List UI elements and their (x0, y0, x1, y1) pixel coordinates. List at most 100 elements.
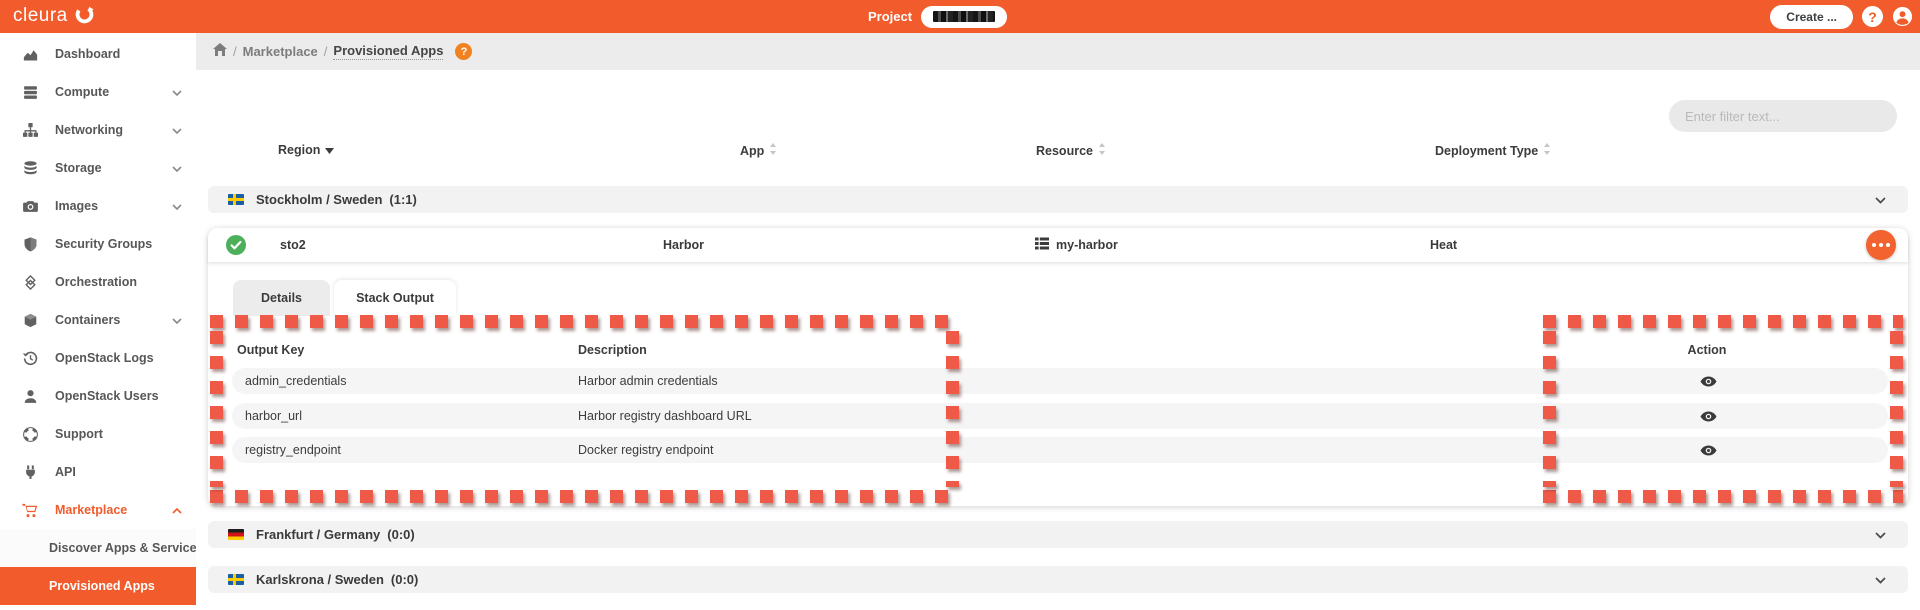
sidebar-item-marketplace[interactable]: Marketplace (0, 491, 196, 529)
cube-icon (20, 313, 40, 328)
cell-resource[interactable]: my-harbor (1035, 228, 1118, 262)
sidebar-item-dashboard[interactable]: Dashboard (0, 35, 196, 73)
tab-details[interactable]: Details (233, 280, 330, 316)
sidebar-item-openstack-logs[interactable]: OpenStack Logs (0, 339, 196, 377)
cleura-logo[interactable]: cleura (13, 0, 95, 33)
chevron-up-icon (172, 501, 182, 519)
shopping-cart-icon (20, 503, 40, 518)
plug-icon (20, 464, 40, 480)
chevron-down-icon[interactable] (1875, 191, 1886, 209)
servers-icon (20, 85, 40, 100)
sidebar-item-label: Containers (55, 313, 121, 327)
sidebar: Dashboard Compute Networking Storage (0, 33, 203, 610)
sidebar-item-label: API (55, 465, 76, 479)
breadcrumb-separator: / (323, 44, 328, 59)
region-group-label: Frankfurt / Germany (256, 527, 381, 542)
dashboard-chart-icon (20, 47, 40, 62)
view-output-eye-icon[interactable] (1699, 437, 1717, 463)
cleura-logo-icon (74, 4, 95, 30)
region-group-count: (0:0) (390, 572, 419, 587)
sidebar-item-label: Storage (55, 161, 102, 175)
output-description: Harbor admin credentials (578, 374, 718, 388)
output-row-registry-endpoint: registry_endpoint Docker registry endpoi… (232, 437, 1888, 463)
chevron-down-icon (172, 311, 182, 329)
sidebar-item-security-groups[interactable]: Security Groups (0, 225, 196, 263)
project-label: Project (868, 9, 913, 24)
breadcrumb-marketplace[interactable]: Marketplace (242, 44, 318, 59)
column-header-deployment-type[interactable]: Deployment Type (1435, 143, 1551, 158)
breadcrumb: / Marketplace / Provisioned Apps ? (196, 33, 1920, 70)
region-group-stockholm[interactable]: Stockholm / Sweden (1:1) (208, 186, 1908, 213)
main-content: / Marketplace / Provisioned Apps ? Regio… (196, 33, 1920, 610)
stack-resource-icon (1035, 237, 1049, 253)
create-button[interactable]: Create ... (1770, 4, 1853, 29)
breadcrumb-separator: / (233, 44, 237, 59)
sort-both-icon (1543, 143, 1551, 158)
sidebar-item-compute[interactable]: Compute (0, 73, 196, 111)
sidebar-item-api[interactable]: API (0, 453, 196, 491)
sidebar-item-orchestration[interactable]: Orchestration (0, 263, 196, 301)
sidebar-item-label: OpenStack Logs (55, 351, 154, 365)
sidebar-item-networking[interactable]: Networking (0, 111, 196, 149)
sidebar-item-label: Security Groups (55, 237, 153, 251)
app-row-harbor[interactable]: sto2 Harbor my-harbor Heat (208, 228, 1908, 262)
chevron-down-icon (172, 121, 182, 139)
view-output-eye-icon[interactable] (1699, 403, 1717, 429)
sort-both-icon (769, 143, 777, 158)
region-group-label: Karlskrona / Sweden (256, 572, 384, 587)
filter-input[interactable] (1669, 100, 1897, 132)
sidebar-item-discover-apps[interactable]: Discover Apps & Services (0, 529, 203, 567)
column-header-app[interactable]: App (740, 143, 777, 158)
person-icon (20, 389, 40, 404)
home-icon[interactable] (213, 42, 227, 61)
region-group-label: Stockholm / Sweden (256, 192, 383, 207)
user-avatar-icon[interactable] (1892, 6, 1913, 27)
sidebar-item-label: Support (55, 427, 103, 441)
sidebar-item-images[interactable]: Images (0, 187, 196, 225)
database-icon (20, 160, 40, 176)
camera-icon (20, 199, 40, 214)
column-header-region[interactable]: Region (278, 143, 335, 157)
sidebar-item-storage[interactable]: Storage (0, 149, 196, 187)
output-key: harbor_url (245, 409, 302, 423)
sort-both-icon (1098, 143, 1106, 158)
provisioned-app-card: sto2 Harbor my-harbor Heat Details Stack… (208, 228, 1908, 506)
sidebar-item-label: Orchestration (55, 275, 137, 289)
chevron-down-icon[interactable] (1875, 571, 1886, 589)
project-name-pill[interactable] (921, 5, 1008, 28)
sidebar-item-openstack-users[interactable]: OpenStack Users (0, 377, 196, 415)
output-row-harbor-url: harbor_url Harbor registry dashboard URL (232, 403, 1888, 429)
chevron-down-icon (172, 159, 182, 177)
output-description: Harbor registry dashboard URL (578, 409, 752, 423)
project-selector[interactable]: Project (868, 0, 1008, 33)
column-header-resource[interactable]: Resource (1036, 143, 1106, 158)
chevron-down-icon[interactable] (1875, 526, 1886, 544)
sidebar-item-label: Networking (55, 123, 124, 137)
topbar: cleura Project Create ... ? (0, 0, 1920, 33)
sidebar-item-label: Marketplace (55, 503, 128, 517)
chevron-down-icon (172, 197, 182, 215)
cell-region: sto2 (280, 238, 306, 252)
orchestration-icon (20, 274, 40, 290)
sidebar-item-support[interactable]: Support (0, 415, 196, 453)
page-help-icon[interactable]: ? (455, 43, 473, 60)
tab-stack-output[interactable]: Stack Output (334, 280, 456, 316)
action-header: Action (1687, 343, 1727, 357)
region-group-karlskrona[interactable]: Karlskrona / Sweden (0:0) (208, 566, 1908, 593)
output-key: registry_endpoint (245, 443, 341, 457)
row-actions-button[interactable] (1866, 230, 1896, 260)
chevron-down-icon (172, 83, 182, 101)
table-header: Region App Resource Deployment Type (208, 143, 1908, 165)
view-output-eye-icon[interactable] (1699, 368, 1717, 394)
sidebar-item-containers[interactable]: Containers (0, 301, 196, 339)
sidebar-item-provisioned-apps[interactable]: Provisioned Apps (0, 567, 196, 605)
status-ok-icon (226, 228, 246, 262)
region-group-frankfurt[interactable]: Frankfurt / Germany (0:0) (208, 521, 1908, 548)
output-key: admin_credentials (245, 374, 347, 388)
breadcrumb-provisioned-apps[interactable]: Provisioned Apps (333, 43, 444, 60)
help-icon[interactable]: ? (1862, 6, 1883, 27)
region-group-count: (1:1) (389, 192, 417, 207)
sweden-flag-icon (228, 574, 244, 585)
marketplace-submenu: Discover Apps & Services Provisioned App… (0, 529, 203, 605)
